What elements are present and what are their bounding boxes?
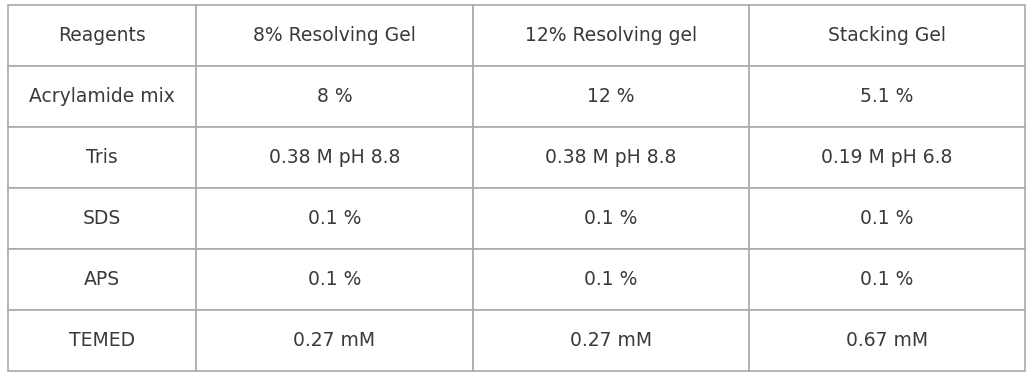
Text: SDS: SDS <box>84 209 122 228</box>
Text: 0.1 %: 0.1 % <box>308 209 362 228</box>
Bar <box>749 188 1025 249</box>
Bar <box>8 310 196 371</box>
Text: 0.1 %: 0.1 % <box>860 270 914 289</box>
Bar <box>8 5 196 66</box>
Text: 0.38 M pH 8.8: 0.38 M pH 8.8 <box>545 148 677 167</box>
Text: 0.1 %: 0.1 % <box>860 209 914 228</box>
Bar <box>8 127 196 188</box>
Text: 0.19 M pH 6.8: 0.19 M pH 6.8 <box>821 148 952 167</box>
Bar <box>196 127 473 188</box>
Bar <box>473 66 749 127</box>
Bar <box>473 127 749 188</box>
Bar <box>749 310 1025 371</box>
Bar <box>473 310 749 371</box>
Text: Stacking Gel: Stacking Gel <box>828 26 946 45</box>
Text: 12 %: 12 % <box>588 87 635 106</box>
Text: 8 %: 8 % <box>317 87 352 106</box>
Bar <box>473 188 749 249</box>
Bar <box>196 310 473 371</box>
Text: 8% Resolving Gel: 8% Resolving Gel <box>253 26 416 45</box>
Bar <box>473 5 749 66</box>
Text: 0.1 %: 0.1 % <box>308 270 362 289</box>
Bar <box>196 66 473 127</box>
Bar <box>196 249 473 310</box>
Bar <box>749 127 1025 188</box>
Bar <box>8 66 196 127</box>
Bar <box>749 5 1025 66</box>
Text: 0.27 mM: 0.27 mM <box>293 331 376 350</box>
Bar <box>196 5 473 66</box>
Text: APS: APS <box>85 270 121 289</box>
Bar <box>749 249 1025 310</box>
Text: 5.1 %: 5.1 % <box>860 87 914 106</box>
Bar <box>749 66 1025 127</box>
Bar <box>473 249 749 310</box>
Text: Acrylamide mix: Acrylamide mix <box>29 87 176 106</box>
Text: 0.1 %: 0.1 % <box>585 209 637 228</box>
Text: Reagents: Reagents <box>59 26 146 45</box>
Text: 0.38 M pH 8.8: 0.38 M pH 8.8 <box>269 148 400 167</box>
Text: 0.27 mM: 0.27 mM <box>570 331 652 350</box>
Bar <box>196 188 473 249</box>
Text: 0.1 %: 0.1 % <box>585 270 637 289</box>
Text: 12% Resolving gel: 12% Resolving gel <box>525 26 697 45</box>
Bar <box>8 188 196 249</box>
Bar <box>8 249 196 310</box>
Text: TEMED: TEMED <box>69 331 135 350</box>
Text: Tris: Tris <box>87 148 118 167</box>
Text: 0.67 mM: 0.67 mM <box>846 331 928 350</box>
